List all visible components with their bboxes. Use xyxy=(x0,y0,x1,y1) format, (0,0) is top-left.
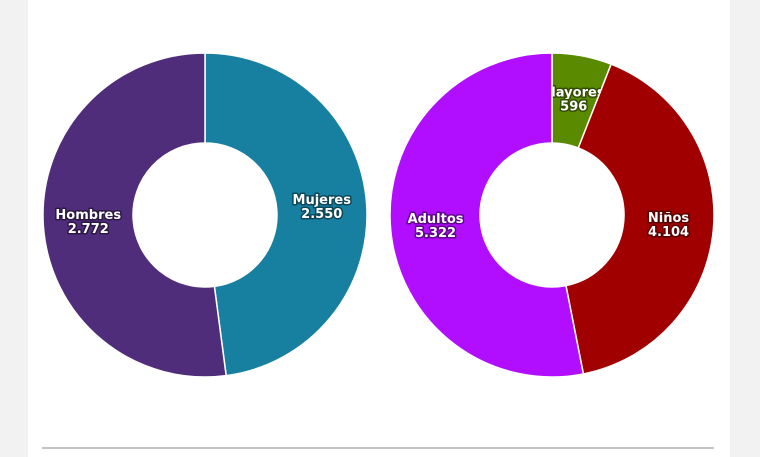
slice-label: Mujeres xyxy=(293,193,352,208)
slice xyxy=(565,63,715,375)
slice-label: Hombres xyxy=(55,208,121,223)
slice-label: Mayores xyxy=(543,86,605,101)
slice-value: 2.550 xyxy=(301,207,342,222)
slice xyxy=(42,52,228,378)
slice-value: 4.104 xyxy=(648,225,689,240)
slice-value: 5.322 xyxy=(415,226,456,241)
slice-label: Niños xyxy=(648,211,690,226)
slice xyxy=(389,52,585,378)
slice-value: 2.772 xyxy=(68,222,109,237)
slice xyxy=(204,52,368,377)
slice-label: Adultos xyxy=(408,212,464,227)
slice-value: 596 xyxy=(560,100,587,115)
